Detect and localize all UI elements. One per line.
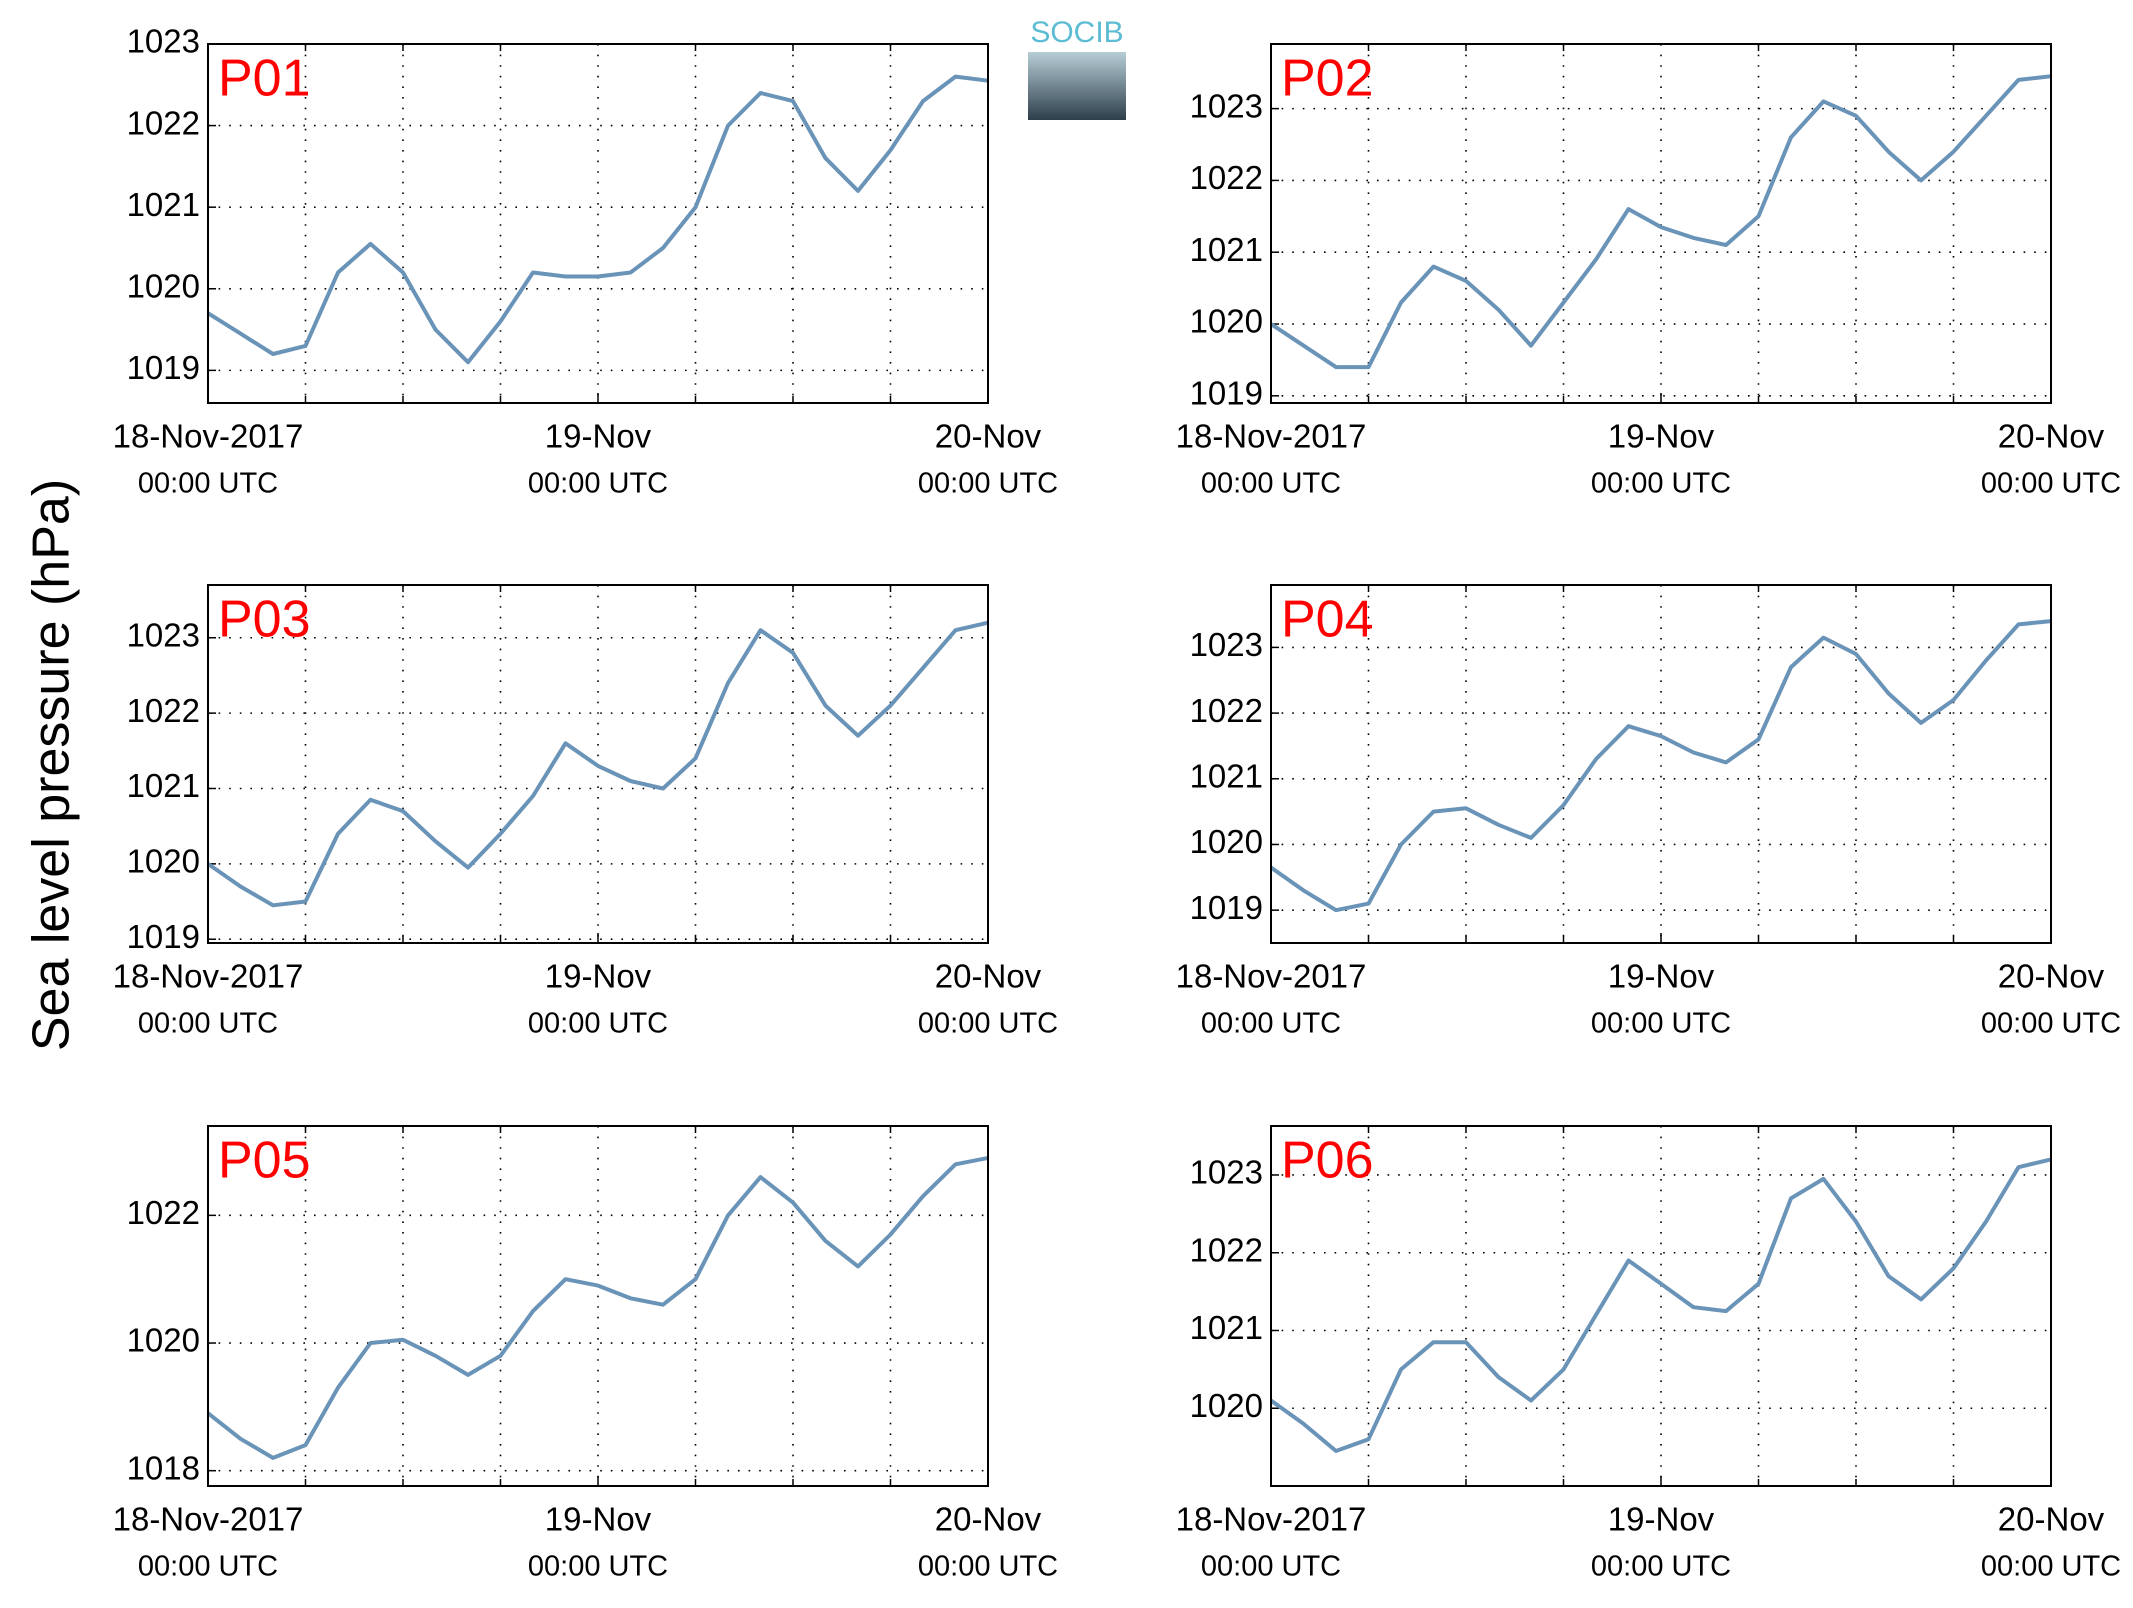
line-series — [206, 1155, 989, 1460]
x-tick-label: 19-Nov — [545, 958, 652, 995]
plot-area — [208, 1126, 988, 1486]
y-tick-label: 1020 — [127, 1322, 200, 1359]
y-tick-label: 1022 — [127, 1194, 200, 1231]
y-tick-label: 1019 — [1190, 889, 1263, 926]
x-tick-label: 19-Nov — [1608, 958, 1715, 995]
x-tick-sublabel: 00:00 UTC — [1201, 1008, 1341, 1040]
x-tick-sublabel: 00:00 UTC — [1201, 1551, 1341, 1583]
x-tick-label: 20-Nov — [935, 1501, 1042, 1538]
panel-title: P01 — [218, 50, 311, 108]
y-tick-label: 1022 — [127, 692, 200, 729]
panel-title: P06 — [1281, 1132, 1374, 1190]
panel: 1019 1020 1021 1022 1023 18-Nov-2017 00:00 UTC… — [1176, 584, 2121, 1040]
x-tick-label: 18-Nov-2017 — [1176, 1501, 1367, 1538]
y-tick-label: 1023 — [1190, 87, 1263, 124]
x-tick-sublabel: 00:00 UTC — [1591, 1008, 1731, 1040]
x-tick-sublabel: 00:00 UTC — [1591, 468, 1731, 500]
y-tick-label: 1019 — [1190, 375, 1263, 412]
x-tick-sublabel: 00:00 UTC — [528, 468, 668, 500]
plot-frame — [207, 1125, 989, 1487]
panel: 1019 1020 1021 1022 1023 18-Nov-2017 00:00 UTC… — [113, 584, 1058, 1040]
x-tick-sublabel: 00:00 UTC — [1981, 1008, 2121, 1040]
y-tick-label: 1019 — [127, 349, 200, 386]
panel-title: P02 — [1281, 50, 1374, 108]
y-tick-label: 1022 — [1190, 159, 1263, 196]
plot-frame — [207, 584, 989, 944]
x-tick-label: 18-Nov-2017 — [1176, 418, 1367, 455]
y-tick-label: 1023 — [127, 23, 200, 60]
x-tick-sublabel: 00:00 UTC — [918, 468, 1058, 500]
plot-frame — [1270, 584, 2052, 944]
logo-mark — [1028, 52, 1126, 120]
panel: 1019 1020 1021 1022 1023 18-Nov-2017 00:00 UTC… — [1176, 43, 2121, 500]
x-tick-label: 20-Nov — [1998, 1501, 2105, 1538]
y-tick-label: 1021 — [127, 186, 200, 223]
panel-title: P04 — [1281, 591, 1374, 649]
logo: SOCIB — [1028, 16, 1126, 120]
y-tick-label: 1019 — [127, 918, 200, 955]
plot-area — [1271, 1126, 2051, 1486]
x-tick-sublabel: 00:00 UTC — [918, 1008, 1058, 1040]
x-tick-sublabel: 00:00 UTC — [528, 1551, 668, 1583]
y-tick-label: 1020 — [127, 843, 200, 880]
y-tick-label: 1022 — [1190, 1231, 1263, 1268]
panel: 1018 1020 1022 18-Nov-2017 00:00 UTC 19-Nov 00… — [113, 1125, 1058, 1583]
x-tick-label: 20-Nov — [935, 958, 1042, 995]
line-series — [1269, 1157, 2052, 1453]
logo-text: SOCIB — [1030, 16, 1123, 49]
x-tick-label: 19-Nov — [545, 418, 652, 455]
x-tick-label: 19-Nov — [1608, 418, 1715, 455]
x-tick-label: 19-Nov — [545, 1501, 652, 1538]
x-tick-label: 20-Nov — [1998, 418, 2105, 455]
x-tick-sublabel: 00:00 UTC — [1981, 468, 2121, 500]
y-axis-label: Sea level pressure (hPa) — [23, 479, 81, 1051]
x-tick-sublabel: 00:00 UTC — [138, 468, 278, 500]
plot-frame — [207, 43, 989, 404]
line-series — [1269, 619, 2052, 913]
y-tick-label: 1023 — [127, 616, 200, 653]
y-tick-label: 1023 — [1190, 1154, 1263, 1191]
x-tick-label: 20-Nov — [935, 418, 1042, 455]
x-tick-sublabel: 00:00 UTC — [528, 1008, 668, 1040]
x-tick-label: 18-Nov-2017 — [1176, 958, 1367, 995]
plot-frame — [1270, 1125, 2052, 1487]
line-series — [206, 74, 989, 365]
plot-area — [1271, 44, 2051, 403]
x-tick-label: 18-Nov-2017 — [113, 958, 304, 995]
x-tick-sublabel: 00:00 UTC — [918, 1551, 1058, 1583]
x-tick-sublabel: 00:00 UTC — [1981, 1551, 2121, 1583]
y-tick-label: 1021 — [127, 767, 200, 804]
y-tick-label: 1020 — [127, 267, 200, 304]
x-tick-label: 18-Nov-2017 — [113, 418, 304, 455]
y-tick-label: 1020 — [1190, 303, 1263, 340]
y-tick-label: 1020 — [1190, 823, 1263, 860]
plot-area — [208, 44, 988, 403]
y-tick-label: 1021 — [1190, 757, 1263, 794]
y-tick-label: 1022 — [1190, 692, 1263, 729]
x-tick-sublabel: 00:00 UTC — [1201, 468, 1341, 500]
y-tick-label: 1018 — [127, 1449, 200, 1486]
plot-frame — [1270, 43, 2052, 404]
panel-title: P03 — [218, 591, 311, 649]
x-tick-label: 19-Nov — [1608, 1501, 1715, 1538]
y-tick-label: 1020 — [1190, 1387, 1263, 1424]
line-series — [206, 620, 989, 908]
panel: 1019 1020 1021 1022 1023 18-Nov-2017 00:00 UTC… — [113, 23, 1059, 500]
y-tick-label: 1022 — [127, 104, 200, 141]
x-tick-sublabel: 00:00 UTC — [138, 1551, 278, 1583]
x-tick-label: 20-Nov — [1998, 958, 2105, 995]
y-tick-label: 1023 — [1190, 626, 1263, 663]
panel: 1020 1021 1022 1023 18-Nov-2017 00:00 UTC 19-N… — [1176, 1125, 2121, 1583]
x-tick-label: 18-Nov-2017 — [113, 1501, 304, 1538]
y-tick-label: 1021 — [1190, 231, 1263, 268]
x-tick-sublabel: 00:00 UTC — [138, 1008, 278, 1040]
panel-title: P05 — [218, 1132, 311, 1190]
y-tick-label: 1021 — [1190, 1309, 1263, 1346]
x-tick-sublabel: 00:00 UTC — [1591, 1551, 1731, 1583]
line-series — [1269, 74, 2052, 370]
